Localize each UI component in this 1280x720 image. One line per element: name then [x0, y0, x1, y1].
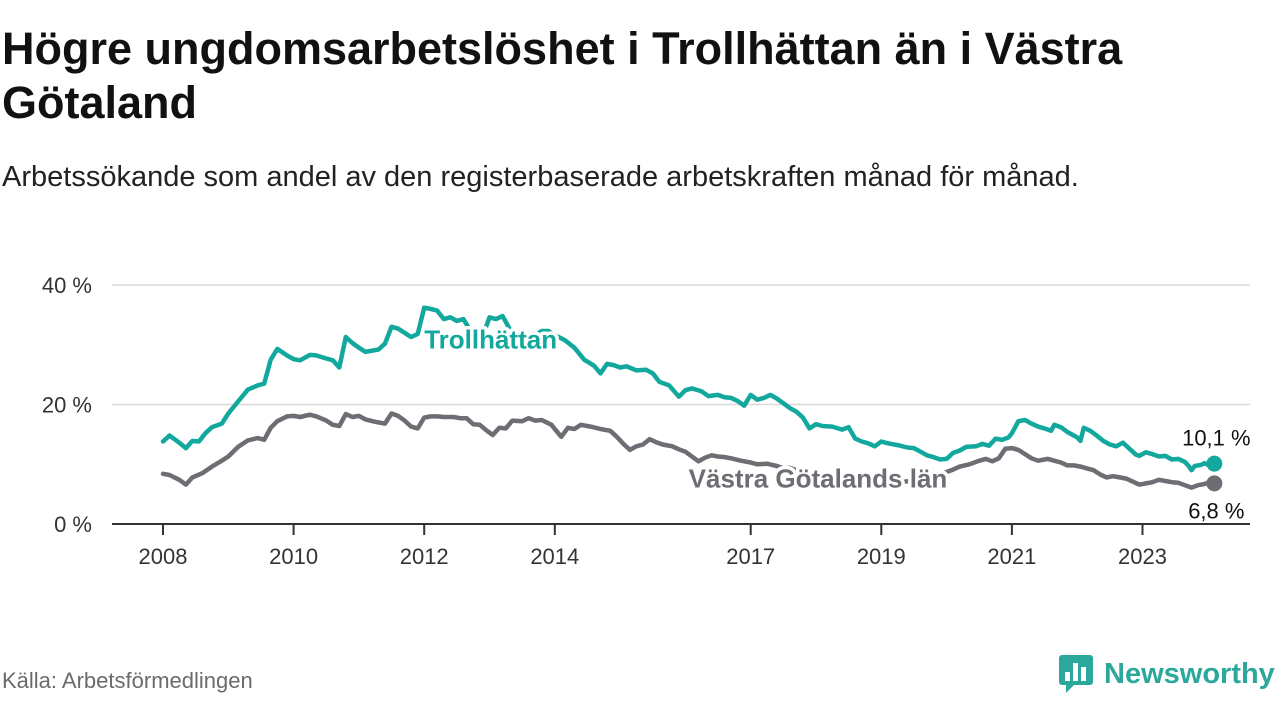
chart-title: Högre ungdomsarbetslöshet i Trollhättan … [2, 23, 1123, 128]
series-end-point [1206, 455, 1223, 472]
x-axis [112, 523, 1250, 535]
x-tick-label: 2008 [139, 544, 188, 569]
series-end-label: 10,1 % [1182, 426, 1251, 451]
newsworthy-logo-icon [1059, 655, 1093, 693]
y-tick-label: 40 % [42, 273, 92, 298]
source-note: Källa: Arbetsförmedlingen [2, 668, 253, 693]
series-end-point [1206, 475, 1223, 492]
brand-logo: Newsworthy [1058, 654, 1275, 694]
gridlines [112, 284, 1250, 406]
y-tick-label: 20 % [42, 393, 92, 418]
x-tick-label: 2019 [857, 544, 906, 569]
y-axis-tick-labels: 0 % 20 % 40 % [42, 273, 92, 537]
series-lines [160, 305, 1223, 492]
y-tick-label: 0 % [54, 512, 92, 537]
series-line [160, 411, 1217, 490]
chart-subtitle: Arbetssökande som andel av den registerb… [2, 161, 1079, 193]
x-tick-label: 2017 [726, 544, 775, 569]
series-annotations: 10,1 % 6,8 % Trollhättan Västra Götalands l… [421, 321, 1251, 524]
series-end-label: 6,8 % [1188, 498, 1244, 523]
x-tick-label: 2023 [1118, 544, 1167, 569]
x-tick-label: 2014 [530, 544, 579, 569]
series-annotation: Västra Götalands län [689, 464, 948, 494]
series-line [160, 305, 1217, 473]
x-tick-label: 2021 [987, 544, 1036, 569]
x-tick-label: 2012 [400, 544, 449, 569]
x-axis-tick-labels: 2008 2010 2012 2014 2017 2019 2021 2023 [139, 544, 1167, 569]
series-annotation: Trollhättan [424, 324, 557, 354]
x-tick-label: 2010 [269, 544, 318, 569]
brand-name: Newsworthy [1104, 657, 1275, 690]
